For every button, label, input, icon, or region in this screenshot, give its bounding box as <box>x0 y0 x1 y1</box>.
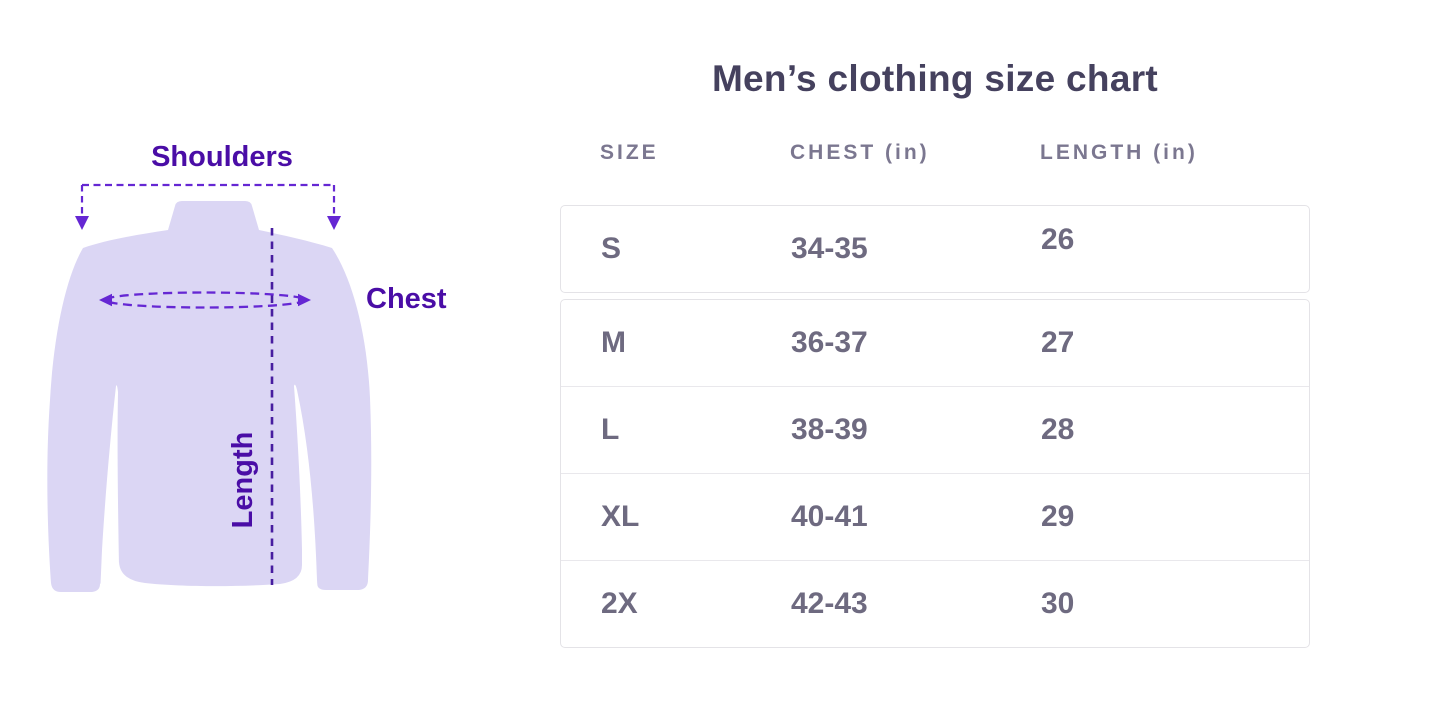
cell-size: XL <box>601 500 640 533</box>
cell-length: 26 <box>1041 223 1075 256</box>
shirt-illustration <box>47 183 372 596</box>
cell-chest: 42-43 <box>791 587 868 620</box>
cell-size: L <box>601 413 620 446</box>
chest-left-arrowhead-icon <box>99 293 112 307</box>
column-header-chest: CHEST (in) <box>790 141 930 164</box>
table-row: 2X 42-43 30 <box>561 560 1309 647</box>
size-table-card: M 36-37 27 L 38-39 28 XL 40-41 29 2X 42-… <box>560 299 1310 648</box>
cell-chest: 34-35 <box>791 232 868 265</box>
cell-chest: 36-37 <box>791 326 868 359</box>
cell-chest: 40-41 <box>791 500 868 533</box>
table-header-row: SIZE CHEST (in) LENGTH (in) <box>560 141 1310 165</box>
shirt-measurement-diagram: Shoulders Chest Length <box>0 0 470 660</box>
cell-size: 2X <box>601 587 638 620</box>
table-row: L 38-39 28 <box>561 386 1309 473</box>
table-row: XL 40-41 29 <box>561 473 1309 560</box>
cell-size: S <box>601 232 622 265</box>
page-title: Men’s clothing size chart <box>711 58 1159 99</box>
right-arrowhead-icon <box>327 216 341 230</box>
cell-length: 27 <box>1041 326 1075 359</box>
shirt-body-shape <box>47 201 372 592</box>
table-row: S 34-35 26 <box>561 206 1309 292</box>
cell-chest: 38-39 <box>791 413 868 446</box>
column-header-length: LENGTH (in) <box>1040 141 1198 164</box>
cell-length: 30 <box>1041 587 1075 620</box>
cell-size: M <box>601 326 626 359</box>
right-sleeve-seam <box>294 384 318 596</box>
chest-label: Chest <box>366 283 447 315</box>
cell-length: 29 <box>1041 500 1075 533</box>
size-table-first-card: S 34-35 26 <box>560 205 1310 293</box>
table-row: M 36-37 27 <box>561 300 1309 386</box>
cell-length: 28 <box>1041 413 1075 446</box>
length-label: Length <box>227 431 259 529</box>
chest-measure-ellipse <box>99 291 311 309</box>
left-sleeve-seam <box>100 385 120 596</box>
shoulders-label: Shoulders <box>151 141 293 173</box>
column-header-size: SIZE <box>600 141 659 164</box>
shoulders-measure-arrows <box>80 183 336 216</box>
chest-right-arrowhead-icon <box>298 293 311 307</box>
left-arrowhead-icon <box>75 216 89 230</box>
